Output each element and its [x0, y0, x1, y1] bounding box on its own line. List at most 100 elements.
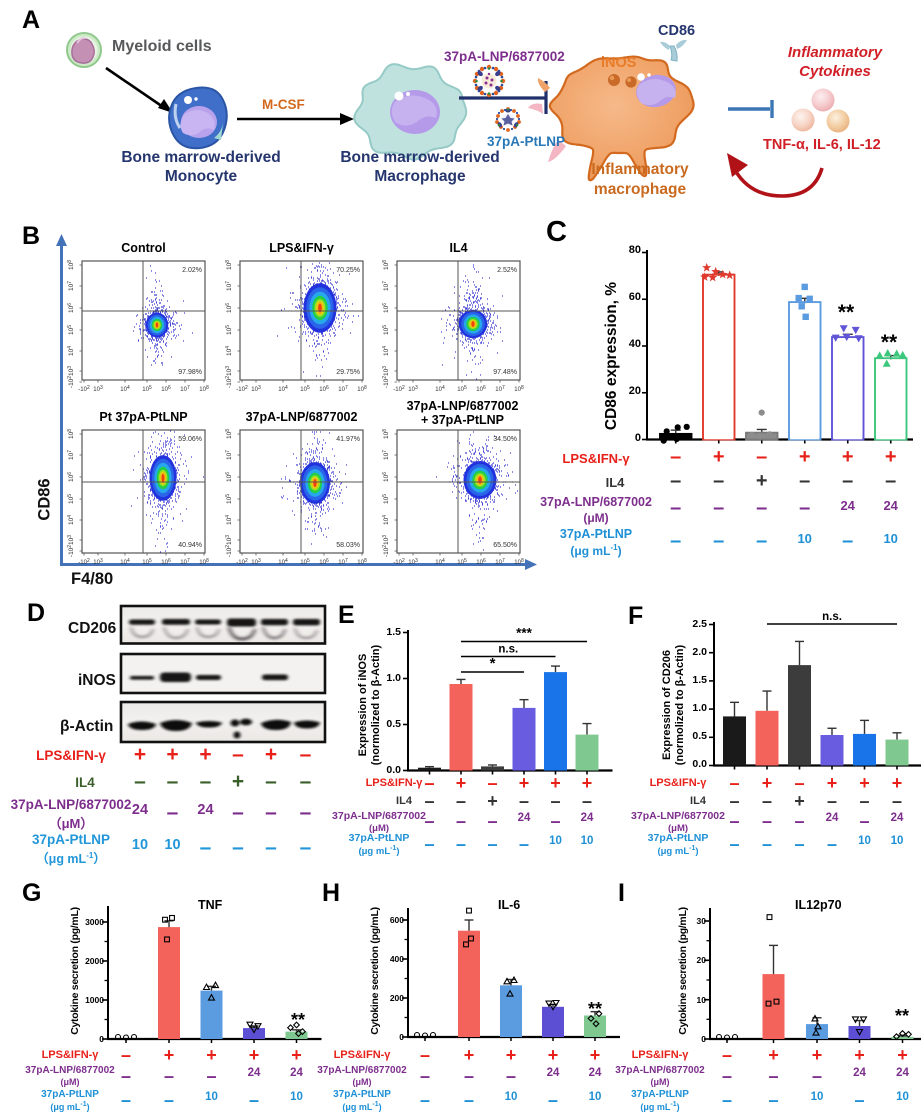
svg-text:107: 107 [225, 450, 233, 460]
svg-text:-102: -102 [382, 376, 390, 388]
svg-text:Pt 37pA-PtLNP: Pt 37pA-PtLNP [99, 410, 187, 424]
svg-text:104: 104 [225, 515, 233, 525]
svg-text:108: 108 [357, 385, 367, 393]
svg-text:-102: -102 [393, 558, 405, 566]
svg-text:*: * [490, 655, 496, 672]
svg-text:n.s.: n.s. [498, 644, 518, 656]
svg-text:105: 105 [67, 494, 75, 504]
svg-text:**: ** [838, 301, 855, 324]
svg-text:104: 104 [278, 385, 288, 393]
svg-text:107: 107 [180, 558, 190, 566]
svg-text:105: 105 [225, 325, 233, 335]
svg-text:103: 103 [382, 366, 390, 376]
svg-text:106: 106 [476, 385, 486, 393]
svg-text:107: 107 [225, 281, 233, 291]
svg-text:104: 104 [382, 346, 390, 356]
svg-text:104: 104 [435, 385, 445, 393]
svg-text:+ 37pA-PtLNP: + 37pA-PtLNP [421, 413, 504, 427]
svg-text:**: ** [895, 1006, 909, 1026]
svg-text:103: 103 [225, 366, 233, 376]
svg-text:107: 107 [495, 385, 505, 393]
svg-text:-102: -102 [225, 545, 233, 557]
svg-text:104: 104 [67, 515, 75, 525]
svg-text:-102: -102 [382, 545, 390, 557]
svg-text:-102: -102 [236, 558, 248, 566]
svg-text:103: 103 [251, 558, 261, 566]
svg-text:105: 105 [382, 325, 390, 335]
svg-text:107: 107 [382, 450, 390, 460]
svg-text:107: 107 [67, 450, 75, 460]
svg-text:-102: -102 [225, 376, 233, 388]
svg-text:65.50%: 65.50% [493, 542, 517, 549]
svg-text:97.98%: 97.98% [178, 369, 202, 376]
svg-text:IL4: IL4 [449, 241, 467, 255]
svg-text:2.52%: 2.52% [497, 267, 517, 274]
svg-text:n.s.: n.s. [822, 611, 842, 623]
svg-text:104: 104 [120, 385, 130, 393]
svg-text:105: 105 [300, 385, 310, 393]
svg-text:103: 103 [67, 535, 75, 545]
svg-text:LPS&IFN-γ: LPS&IFN-γ [269, 241, 334, 255]
svg-text:104: 104 [67, 346, 75, 356]
svg-text:105: 105 [457, 558, 467, 566]
svg-text:105: 105 [142, 558, 152, 566]
svg-text:104: 104 [120, 558, 130, 566]
svg-text:103: 103 [93, 385, 103, 393]
svg-text:**: ** [881, 331, 898, 354]
svg-text:37pA-LNP/6877002: 37pA-LNP/6877002 [407, 399, 519, 413]
svg-text:103: 103 [408, 558, 418, 566]
svg-text:**: ** [291, 1010, 305, 1030]
svg-text:104: 104 [435, 558, 445, 566]
svg-text:-102: -102 [78, 385, 90, 393]
svg-text:106: 106 [161, 385, 171, 393]
svg-text:108: 108 [199, 558, 209, 566]
svg-text:104: 104 [382, 515, 390, 525]
svg-text:Control: Control [121, 241, 165, 255]
svg-text:107: 107 [338, 558, 348, 566]
svg-text:106: 106 [382, 303, 390, 313]
svg-text:108: 108 [382, 260, 390, 270]
svg-text:106: 106 [67, 472, 75, 482]
svg-text:105: 105 [67, 325, 75, 335]
svg-text:105: 105 [382, 494, 390, 504]
svg-text:106: 106 [319, 558, 329, 566]
svg-text:108: 108 [514, 385, 524, 393]
svg-text:107: 107 [382, 281, 390, 291]
svg-text:108: 108 [382, 429, 390, 439]
svg-text:-102: -102 [236, 385, 248, 393]
svg-text:103: 103 [225, 535, 233, 545]
svg-text:105: 105 [457, 385, 467, 393]
svg-text:37pA-LNP/6877002: 37pA-LNP/6877002 [246, 410, 358, 424]
svg-text:59.06%: 59.06% [178, 436, 202, 443]
svg-text:108: 108 [67, 260, 75, 270]
svg-text:108: 108 [225, 260, 233, 270]
svg-text:105: 105 [300, 558, 310, 566]
svg-text:58.03%: 58.03% [336, 542, 360, 549]
svg-text:107: 107 [338, 385, 348, 393]
svg-text:106: 106 [161, 558, 171, 566]
svg-text:103: 103 [67, 366, 75, 376]
svg-text:108: 108 [199, 385, 209, 393]
svg-text:103: 103 [408, 385, 418, 393]
svg-text:108: 108 [67, 429, 75, 439]
svg-text:105: 105 [225, 494, 233, 504]
svg-text:108: 108 [357, 558, 367, 566]
svg-text:104: 104 [225, 346, 233, 356]
svg-text:106: 106 [225, 303, 233, 313]
svg-text:-102: -102 [78, 558, 90, 566]
svg-text:107: 107 [67, 281, 75, 291]
svg-text:103: 103 [382, 535, 390, 545]
svg-text:40.94%: 40.94% [178, 542, 202, 549]
svg-text:103: 103 [251, 385, 261, 393]
svg-text:105: 105 [142, 385, 152, 393]
svg-text:106: 106 [225, 472, 233, 482]
svg-text:107: 107 [180, 385, 190, 393]
svg-text:-102: -102 [67, 376, 75, 388]
svg-text:106: 106 [319, 385, 329, 393]
svg-text:-102: -102 [393, 385, 405, 393]
svg-text:107: 107 [495, 558, 505, 566]
svg-text:108: 108 [225, 429, 233, 439]
svg-text:***: *** [516, 626, 533, 641]
svg-text:106: 106 [67, 303, 75, 313]
svg-text:29.75%: 29.75% [336, 369, 360, 376]
